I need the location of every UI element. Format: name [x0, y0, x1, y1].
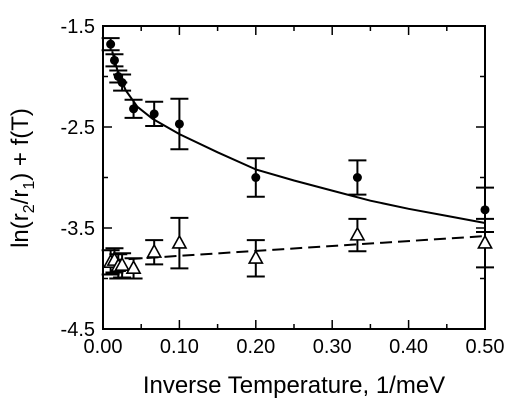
data-point-circle: [106, 39, 116, 49]
data-point-triangle: [114, 256, 131, 271]
data-point-circle: [149, 109, 159, 119]
y-tick-label: -4.5: [61, 319, 95, 341]
data-point-triangle: [477, 234, 493, 249]
y-tick-label: -1.5: [61, 16, 95, 38]
fit-curves: [110, 51, 486, 262]
plot-frame: [102, 25, 486, 330]
data-point-circle: [352, 173, 362, 182]
x-tick-label: 0.40: [389, 336, 428, 358]
data-point-circle: [129, 104, 139, 114]
y-tick-label: -2.5: [61, 117, 95, 139]
data-point-triangle: [125, 259, 142, 275]
data-point-circle: [251, 173, 261, 182]
data-series: [101, 37, 494, 280]
x-tick-label: 0.00: [84, 336, 123, 358]
x-tick-label: 0.20: [236, 336, 275, 358]
axis-ticks: [102, 25, 486, 330]
tick-labels: 0.00 0.10 0.20 0.30 0.40 0.50 -1.5 -2.5 -3.5 -4.5: [61, 16, 505, 358]
x-tick-label: 0.50: [466, 336, 505, 358]
x-tick-label: 0.30: [313, 336, 352, 358]
data-point-circle: [174, 119, 184, 129]
data-point-circle: [480, 205, 490, 215]
data-point-triangle: [247, 249, 264, 264]
data-point-circle: [109, 55, 119, 65]
plot-frame-group: [102, 25, 486, 330]
x-tick-label: 0.10: [160, 336, 199, 358]
dashed-fit-line: [110, 235, 486, 262]
data-point-circle: [117, 78, 127, 88]
data-point-triangle: [349, 226, 366, 241]
solid-fit-curve: [111, 51, 486, 224]
y-tick-label: -3.5: [61, 218, 95, 240]
data-point-triangle: [146, 243, 163, 258]
x-axis-title: Inverse Temperature, 1/meV: [143, 372, 445, 399]
y-axis-title: ln(r2/r1) + f(T): [7, 108, 38, 248]
data-point-triangle: [171, 234, 188, 249]
